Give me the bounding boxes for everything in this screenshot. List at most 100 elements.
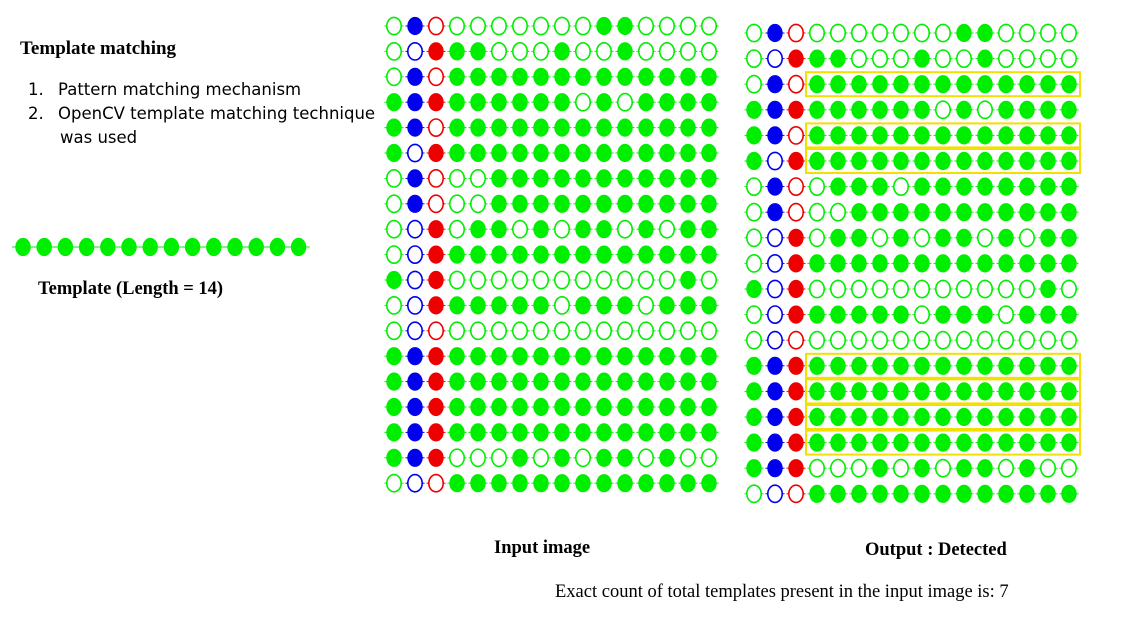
grid-dot-green-hollow: [850, 49, 867, 69]
grid-dot-green-filled: [956, 203, 972, 222]
grid-dot-green-filled: [1019, 100, 1035, 119]
grid-dot-green-filled: [830, 382, 846, 401]
grid-dot-green-filled: [1040, 279, 1056, 299]
grid-dot-green-filled: [638, 143, 654, 163]
grid-dot-green-hollow: [469, 168, 486, 188]
grid-dot-red-hollow: [427, 168, 444, 188]
grid-dot-green-filled: [809, 433, 825, 452]
grid-dot-green-hollow: [616, 219, 633, 239]
grid-dot-green-filled: [830, 126, 846, 145]
grid-dot-blue-filled: [767, 23, 783, 43]
grid-dot-green-filled: [935, 433, 951, 452]
grid-dot-green-hollow: [511, 270, 528, 290]
grid-dot-green-filled: [491, 220, 507, 239]
grid-dot-green-filled: [956, 177, 972, 196]
grid-dot-green-filled: [1061, 126, 1077, 145]
grid-dot-green-hollow: [745, 228, 762, 248]
grid-dot-green-filled: [491, 474, 507, 493]
grid-dot-green-filled: [746, 100, 762, 119]
grid-dot-green-filled: [449, 245, 465, 264]
grid-dot-green-filled: [491, 423, 507, 442]
grid-dot-green-filled: [977, 459, 993, 478]
grid-dot-green-filled: [533, 347, 549, 366]
grid-dot-blue-hollow: [406, 219, 423, 239]
grid-dot-green-filled: [830, 100, 846, 119]
grid-dot-green-filled: [1019, 407, 1035, 427]
grid-dot-green-filled: [746, 433, 762, 452]
grid-dot-green-filled: [575, 118, 591, 137]
grid-dot-green-filled: [701, 296, 717, 315]
grid-dot-green-hollow: [553, 321, 570, 341]
step-item: 2. OpenCV template matching technique: [28, 102, 375, 126]
grid-dot-green-filled: [596, 347, 612, 366]
grid-dot-green-filled: [449, 296, 465, 315]
grid-dot-green-filled: [617, 194, 633, 213]
grid-dot-green-hollow: [976, 330, 993, 350]
grid-dot-green-hollow: [1061, 279, 1078, 299]
grid-dot-green-filled: [830, 305, 846, 324]
detection-box: [805, 429, 1081, 456]
grid-dot-green-filled: [872, 484, 888, 503]
grid-dot-green-filled: [701, 372, 717, 391]
grid-dot-green-filled: [956, 254, 972, 273]
grid-dot-green-hollow: [616, 270, 633, 290]
grid-dot-green-filled: [680, 347, 696, 366]
grid-dot-green-hollow: [997, 279, 1014, 299]
grid-dot-green-filled: [1040, 484, 1056, 503]
grid-dot-blue-hollow: [766, 330, 783, 350]
grid-dot-green-filled: [554, 118, 570, 137]
grid-dot-blue-filled: [767, 75, 783, 94]
grid-dot-green-hollow: [637, 270, 654, 290]
grid-dot-green-filled: [977, 49, 993, 68]
grid-dot-green-hollow: [997, 49, 1014, 69]
grid-dot-green-filled: [998, 151, 1014, 171]
detection-box: [805, 122, 1081, 149]
grid-dot-green-filled: [893, 356, 909, 375]
grid-dot-green-hollow: [745, 202, 762, 222]
grid-dot-green-filled: [956, 305, 972, 324]
grid-dot-green-filled: [872, 151, 888, 171]
grid-dot-green-hollow: [871, 23, 888, 43]
grid-dot-green-filled: [701, 423, 717, 442]
grid-dot-green-filled: [470, 220, 486, 239]
grid-dot-red-filled: [428, 93, 444, 112]
grid-dot-green-filled: [638, 474, 654, 493]
grid-dot-green-hollow: [934, 330, 951, 350]
grid-dot-green-filled: [851, 433, 867, 452]
grid-dot-green-hollow: [448, 168, 465, 188]
grid-dot-green-filled: [512, 296, 528, 315]
grid-dot-green-filled: [680, 194, 696, 213]
grid-dot-green-filled: [809, 49, 825, 68]
grid-dot-red-filled: [788, 382, 804, 401]
grid-dot-green-filled: [1040, 407, 1056, 427]
grid-dot-green-filled: [1019, 254, 1035, 273]
grid-dot-green-filled: [851, 305, 867, 324]
template-dot: [36, 237, 52, 257]
grid-dot-green-hollow: [829, 330, 846, 350]
grid-dot-blue-filled: [407, 397, 423, 417]
grid-dot-green-filled: [512, 474, 528, 493]
grid-dot-red-hollow: [427, 321, 444, 341]
grid-dot-red-filled: [788, 356, 804, 375]
grid-dot-red-filled: [428, 245, 444, 264]
grid-dot-green-hollow: [637, 448, 654, 468]
grid-dot-red-filled: [788, 305, 804, 324]
grid-dot-green-hollow: [385, 295, 402, 315]
grid-dot-blue-filled: [407, 372, 423, 391]
grid-dot-blue-hollow: [766, 49, 783, 69]
grid-dot-green-hollow: [997, 305, 1014, 325]
grid-dot-green-filled: [638, 220, 654, 239]
grid-dot-green-filled: [470, 347, 486, 366]
grid-dot-green-filled: [977, 382, 993, 401]
grid-dot-green-hollow: [385, 219, 402, 239]
grid-dot-blue-hollow: [406, 143, 423, 163]
grid-dot-green-hollow: [913, 228, 930, 248]
grid-dot-green-hollow: [637, 16, 654, 36]
grid-dot-green-hollow: [658, 321, 675, 341]
grid-dot-green-filled: [470, 296, 486, 315]
grid-dot-green-filled: [512, 67, 528, 86]
grid-dot-green-filled: [680, 245, 696, 264]
grid-dot-green-filled: [914, 433, 930, 452]
grid-dot-green-hollow: [850, 330, 867, 350]
grid-dot-green-filled: [914, 75, 930, 94]
